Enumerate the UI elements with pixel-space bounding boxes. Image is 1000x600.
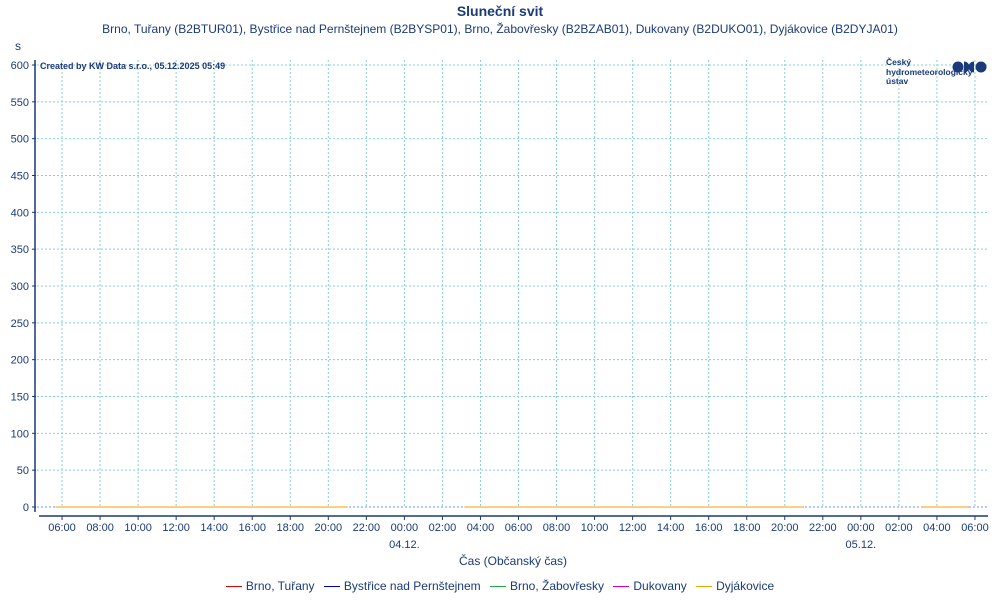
legend-item[interactable]: Brno, Tuřany bbox=[225, 579, 315, 593]
y-tick-label: 50 bbox=[17, 465, 29, 477]
y-tick-label: 250 bbox=[11, 318, 29, 330]
x-tick-label: 14:00 bbox=[200, 522, 228, 534]
logo-mark-icon bbox=[952, 61, 987, 73]
logo-line: ústav bbox=[886, 76, 909, 86]
legend-item[interactable]: Brno, Žabovřesky bbox=[489, 579, 605, 593]
legend-swatch bbox=[613, 586, 630, 588]
x-tick-label: 00:00 bbox=[391, 522, 419, 534]
legend-item[interactable]: Bystřice nad Pernštejnem bbox=[323, 579, 481, 593]
x-date-label: 04.12. bbox=[389, 539, 420, 551]
x-tick-label: 02:00 bbox=[429, 522, 457, 534]
created-by-annotation: Created by KW Data s.r.o., 05.12.2025 05… bbox=[40, 61, 225, 71]
logo-line: Český bbox=[886, 57, 912, 67]
x-tick-label: 00:00 bbox=[847, 522, 875, 534]
legend-swatch bbox=[696, 586, 713, 588]
x-tick-label: 18:00 bbox=[277, 522, 305, 534]
y-tick-label: 400 bbox=[11, 207, 29, 219]
y-tick-label: 350 bbox=[11, 244, 29, 256]
x-tick-label: 02:00 bbox=[885, 522, 913, 534]
x-tick-label: 08:00 bbox=[86, 522, 114, 534]
x-tick-label: 22:00 bbox=[353, 522, 381, 534]
x-tick-label: 06:00 bbox=[505, 522, 533, 534]
y-tick-label: 550 bbox=[11, 97, 29, 109]
x-tick-label: 10:00 bbox=[124, 522, 152, 534]
legend-swatch bbox=[323, 586, 340, 588]
logo-line: hydrometeorologický bbox=[886, 66, 973, 77]
legend-item[interactable]: Dukovany bbox=[613, 579, 687, 593]
x-tick-label: 04:00 bbox=[467, 522, 495, 534]
x-tick-label: 14:00 bbox=[657, 522, 685, 534]
legend-label: Bystřice nad Pernštejnem bbox=[343, 579, 481, 593]
x-tick-label: 16:00 bbox=[695, 522, 723, 534]
legend-label: Dukovany bbox=[633, 579, 687, 593]
chart-subtitle: Brno, Tuřany (B2BTUR01), Bystřice nad Pe… bbox=[102, 22, 898, 36]
y-tick-label: 600 bbox=[11, 60, 29, 72]
x-tick-label: 10:00 bbox=[581, 522, 609, 534]
x-tick-label: 06:00 bbox=[961, 522, 989, 534]
legend-item[interactable]: Dyjákovice bbox=[696, 579, 774, 593]
x-tick-label: 20:00 bbox=[771, 522, 799, 534]
x-axis-label: Čas (Občanský čas) bbox=[459, 553, 567, 568]
y-tick-label: 450 bbox=[11, 171, 29, 183]
x-tick-label: 22:00 bbox=[809, 522, 837, 534]
y-axis-label: s bbox=[15, 39, 21, 53]
x-tick-label: 12:00 bbox=[162, 522, 190, 534]
y-tick-label: 300 bbox=[11, 281, 29, 293]
chart-title: Sluneční svit bbox=[456, 3, 544, 19]
legend: Brno, Tuřany Bystřice nad Pernštejnem Br… bbox=[0, 579, 1000, 593]
y-tick-label: 100 bbox=[11, 428, 29, 440]
x-tick-label: 16:00 bbox=[238, 522, 266, 534]
x-tick-label: 18:00 bbox=[733, 522, 761, 534]
y-tick-label: 200 bbox=[11, 355, 29, 367]
x-tick-label: 12:00 bbox=[619, 522, 647, 534]
legend-label: Dyjákovice bbox=[716, 579, 775, 593]
legend-label: Brno, Tuřany bbox=[245, 579, 315, 593]
y-tick-label: 500 bbox=[11, 134, 29, 146]
x-tick-label: 04:00 bbox=[923, 522, 951, 534]
legend-swatch bbox=[489, 586, 506, 588]
x-tick-label: 20:00 bbox=[315, 522, 343, 534]
y-tick-label: 150 bbox=[11, 392, 29, 404]
chmi-logo: Český hydrometeorologický ústav bbox=[886, 57, 973, 87]
x-tick-label: 06:00 bbox=[48, 522, 76, 534]
legend-swatch bbox=[225, 586, 242, 588]
x-tick-label: 08:00 bbox=[543, 522, 571, 534]
x-date-label: 05.12. bbox=[846, 539, 877, 551]
y-tick-label: 0 bbox=[23, 502, 29, 514]
legend-label: Brno, Žabovřesky bbox=[509, 579, 605, 593]
